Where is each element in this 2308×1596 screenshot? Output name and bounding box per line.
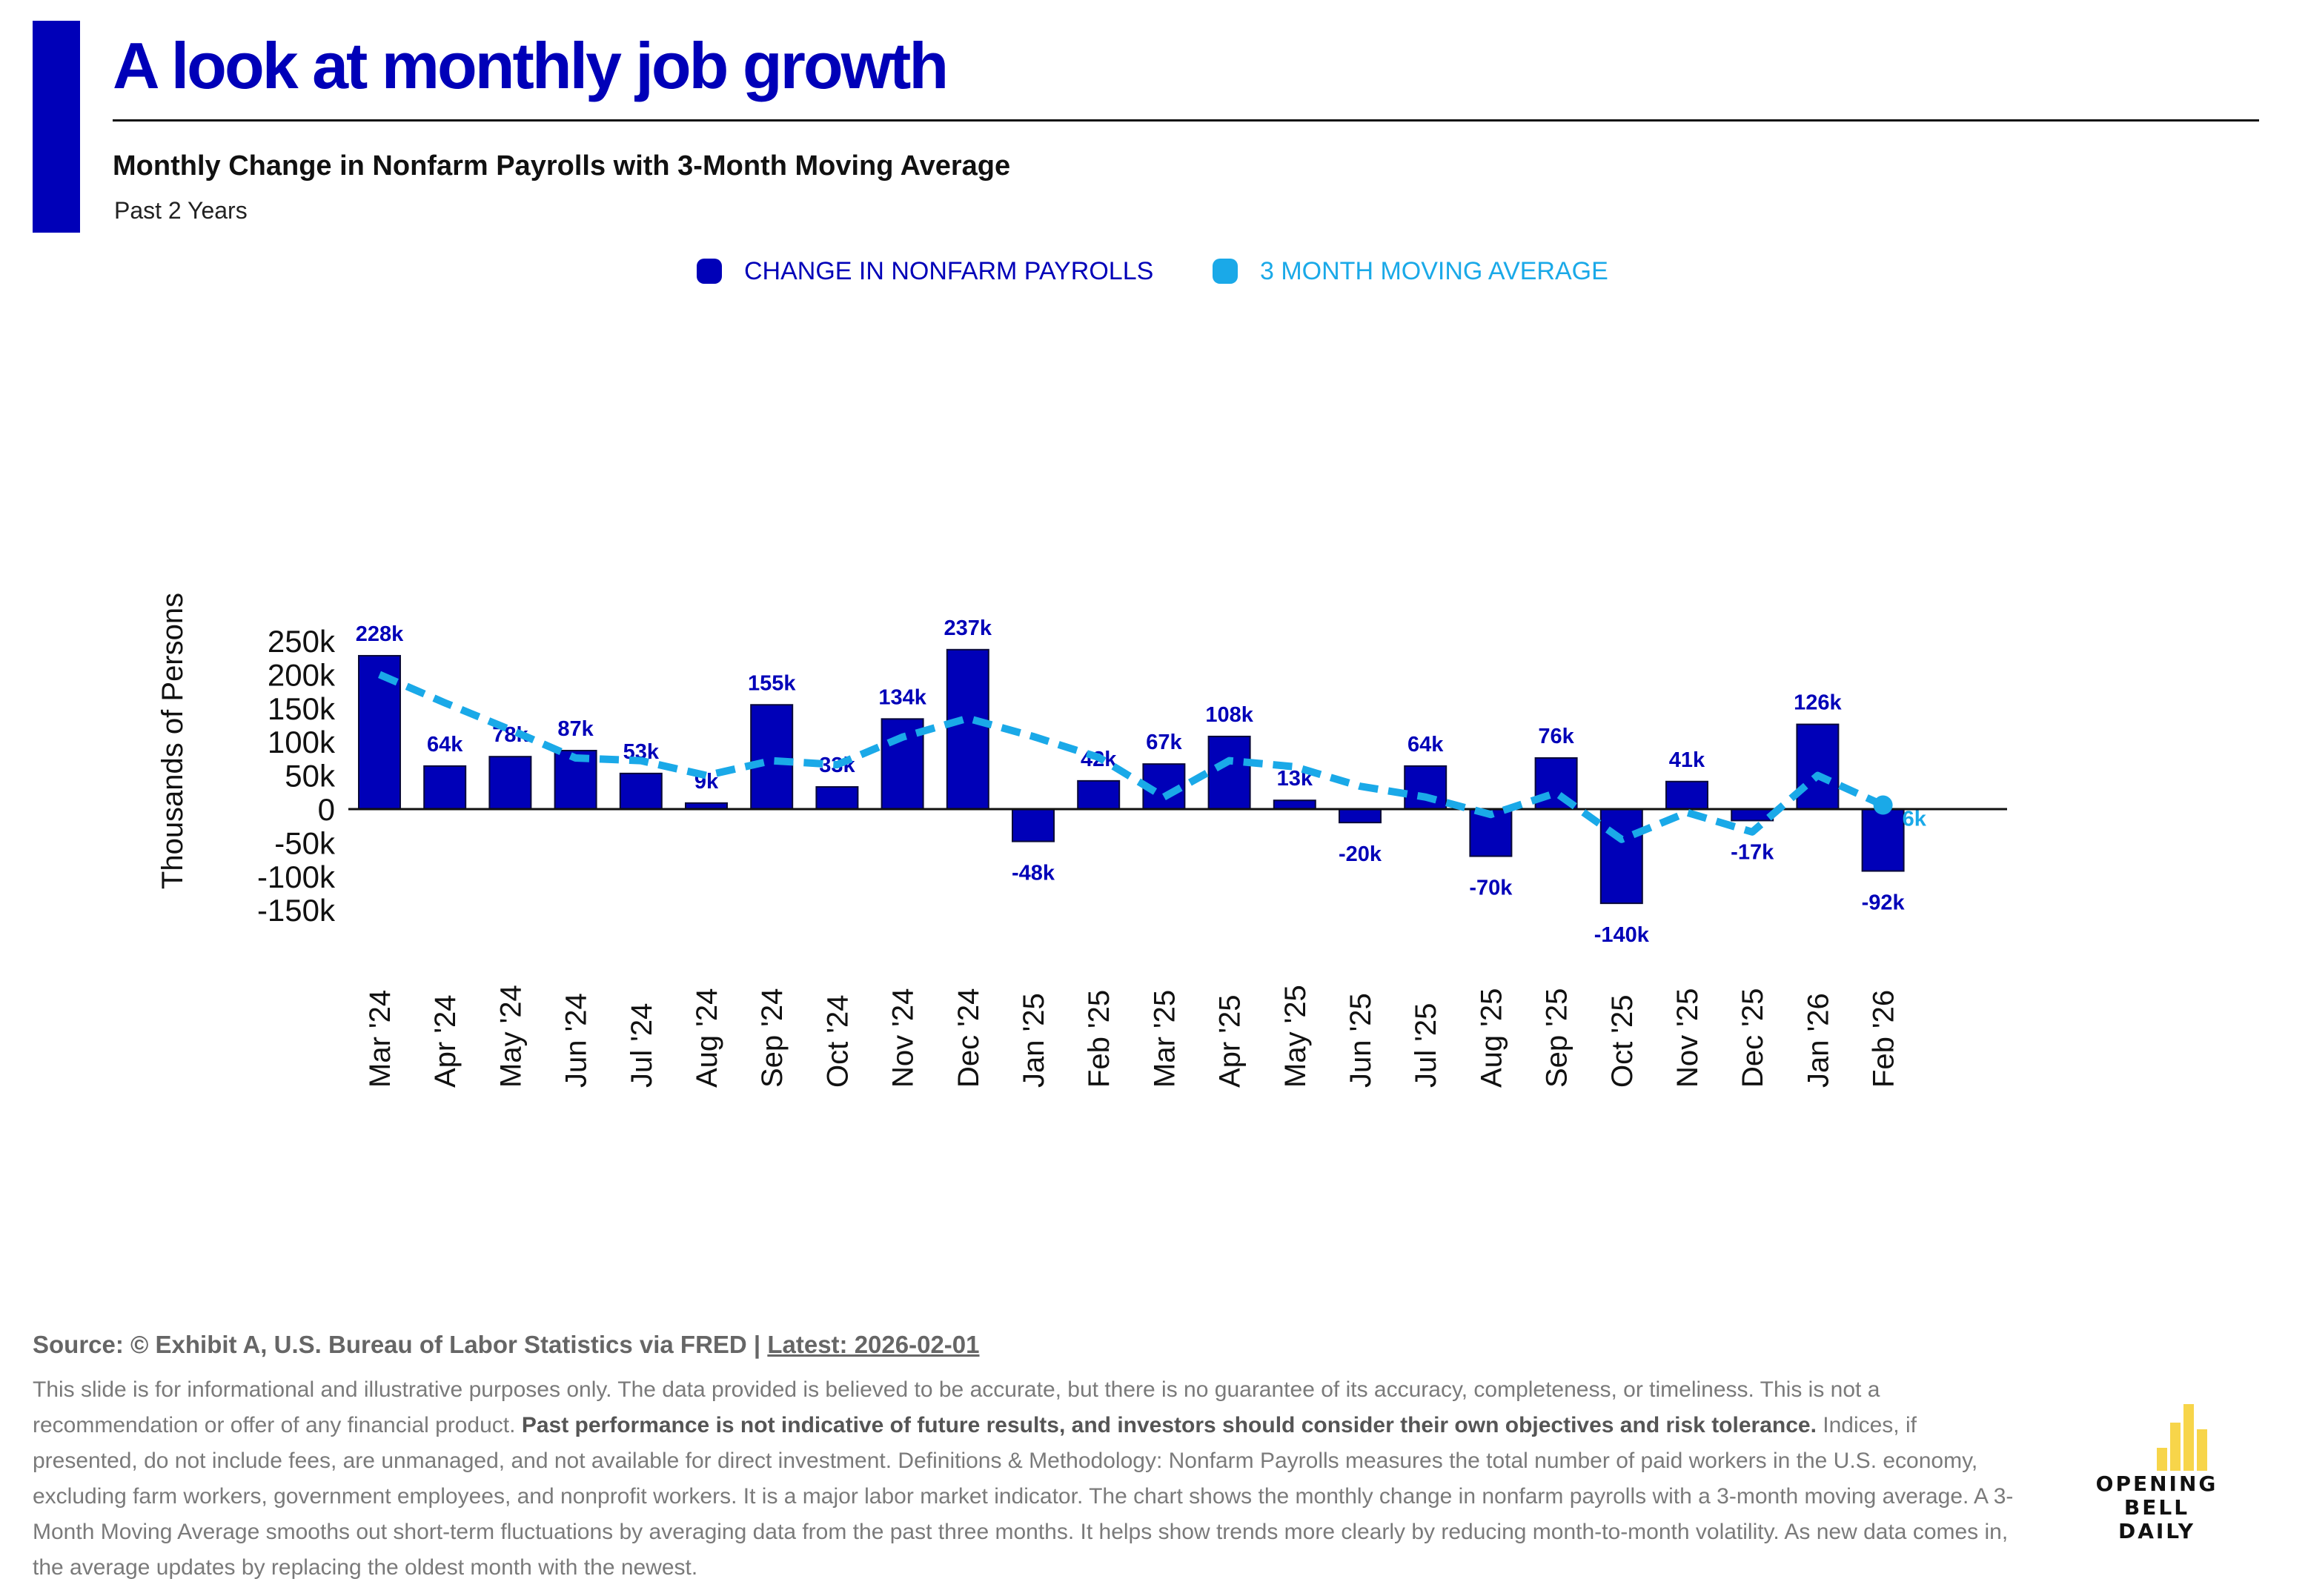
x-tick-label: Jun '25 — [1344, 993, 1377, 1088]
bar-value-label: 64k — [1407, 733, 1444, 757]
x-tick-label: Aug '24 — [691, 988, 723, 1088]
logo-bars-icon — [2157, 1404, 2216, 1471]
x-tick-label: Feb '25 — [1083, 990, 1115, 1088]
accent-bar — [33, 21, 80, 233]
bar — [1207, 735, 1251, 810]
bar-value-label: -92k — [1862, 891, 1906, 915]
logo-bar — [2170, 1423, 2181, 1471]
latest-date-link[interactable]: Latest: 2026-02-01 — [767, 1331, 980, 1358]
disclaimer-part-1: This slide is for informational and illu… — [33, 1377, 1880, 1437]
x-tick-label: Dec '24 — [952, 988, 985, 1088]
bar-value-label: -140k — [1594, 923, 1650, 947]
bar-value-label: 76k — [1538, 725, 1574, 748]
bar — [1339, 808, 1382, 824]
moving-average-last-point — [1873, 795, 1893, 815]
x-tick-label: Nov '24 — [887, 988, 920, 1088]
x-tick-label: Oct '24 — [821, 995, 854, 1088]
bar — [1861, 808, 1905, 872]
y-tick-label: 250k — [268, 624, 336, 659]
source-text: Source: © Exhibit A, U.S. Bureau of Labo… — [33, 1331, 768, 1358]
bar-value-label: 87k — [557, 717, 594, 741]
chart-legend: CHANGE IN NONFARM PAYROLLS 3 MONTH MOVIN… — [0, 253, 2308, 289]
legend-item-moving-average: 3 MONTH MOVING AVERAGE — [1213, 253, 1608, 289]
title-divider — [113, 119, 2259, 122]
bar-value-label: 155k — [748, 671, 796, 695]
y-tick-label: 50k — [285, 759, 336, 794]
logo-bar — [2197, 1429, 2207, 1471]
x-tick-label: May '25 — [1279, 985, 1312, 1088]
x-tick-label: Aug '25 — [1475, 988, 1508, 1088]
y-tick-label: 0 — [318, 792, 335, 827]
legend-label-moving-average: 3 MONTH MOVING AVERAGE — [1260, 257, 1608, 285]
y-tick-label: -50k — [274, 825, 336, 860]
page-title: A look at monthly job growth — [113, 29, 949, 102]
logo-line-2: DAILY — [2118, 1519, 2196, 1543]
bar — [619, 772, 663, 810]
bar-value-label: 134k — [878, 685, 926, 709]
bar-value-label: 41k — [1669, 748, 1705, 772]
bar — [1599, 808, 1643, 905]
disclaimer-part-2: Indices, if presented, do not include fe… — [33, 1413, 2014, 1580]
bar-value-label: -20k — [1339, 842, 1382, 866]
y-tick-label: 200k — [268, 657, 336, 692]
x-tick-label: Apr '25 — [1214, 995, 1247, 1088]
logo-bar — [2157, 1447, 2167, 1471]
x-tick-label: Oct '25 — [1606, 995, 1639, 1088]
bar — [946, 648, 989, 811]
x-tick-label: May '24 — [494, 985, 527, 1088]
bar-value-label: -48k — [1012, 862, 1055, 885]
bar-value-label: -17k — [1731, 840, 1774, 864]
bar — [1273, 799, 1316, 811]
logo-wordmark: OPENING BELL DAILY — [2068, 1472, 2246, 1543]
bar — [488, 756, 532, 811]
y-tick-label: -100k — [257, 859, 336, 894]
bar — [1404, 765, 1448, 810]
source-line: Source: © Exhibit A, U.S. Bureau of Labo… — [33, 1330, 980, 1360]
bar-value-label: -70k — [1469, 877, 1513, 900]
moving-average-line — [378, 671, 1885, 843]
legend-swatch-payrolls — [697, 259, 722, 284]
x-tick-label: Sep '24 — [756, 988, 789, 1088]
x-tick-label: Jan '26 — [1802, 993, 1834, 1088]
y-tick-label: 150k — [268, 691, 336, 726]
moving-average-last-label: 6k — [1903, 808, 1927, 831]
bar — [1796, 723, 1840, 810]
y-axis-title: Thousands of Persons — [156, 593, 189, 889]
x-tick-label: Jul '25 — [1410, 1003, 1442, 1088]
x-tick-label: Jun '24 — [560, 993, 593, 1088]
bar-value-label: 108k — [1205, 703, 1253, 727]
x-tick-label: Jul '24 — [626, 1003, 658, 1088]
logo-line-1: OPENING BELL — [2095, 1472, 2218, 1520]
bar-value-label: 228k — [356, 622, 404, 646]
bar — [1665, 780, 1708, 810]
x-tick-label: Feb '26 — [1868, 990, 1900, 1088]
x-tick-label: Mar '24 — [364, 990, 397, 1088]
x-tick-label: Jan '25 — [1018, 993, 1050, 1088]
disclaimer-bold: Past performance is not indicative of fu… — [521, 1413, 1817, 1437]
y-tick-label: -150k — [257, 893, 336, 928]
bar — [423, 765, 467, 810]
period-label: Past 2 Years — [114, 197, 248, 224]
bar-value-label: 237k — [944, 616, 992, 640]
opening-bell-daily-logo: OPENING BELL DAILY — [2068, 1404, 2246, 1543]
logo-bar — [2183, 1404, 2194, 1471]
x-tick-label: Dec '25 — [1737, 988, 1769, 1088]
legend-swatch-moving-average — [1213, 259, 1238, 284]
bar — [1012, 808, 1055, 842]
x-tick-label: Mar '25 — [1148, 990, 1181, 1088]
legend-item-payrolls: CHANGE IN NONFARM PAYROLLS — [697, 253, 1153, 289]
bar — [815, 786, 859, 811]
x-tick-label: Apr '24 — [429, 995, 462, 1088]
legend-label-payrolls: CHANGE IN NONFARM PAYROLLS — [744, 257, 1154, 285]
x-tick-label: Sep '25 — [1541, 988, 1574, 1088]
bar — [1077, 779, 1121, 811]
bar-value-label: 64k — [427, 733, 463, 757]
chart-subtitle: Monthly Change in Nonfarm Payrolls with … — [113, 150, 1011, 182]
y-tick-label: 100k — [268, 725, 336, 759]
x-tick-label: Nov '25 — [1671, 988, 1704, 1088]
bar-value-label: 67k — [1146, 731, 1182, 754]
disclaimer: This slide is for informational and illu… — [33, 1372, 2019, 1586]
bar-value-label: 126k — [1794, 691, 1842, 715]
